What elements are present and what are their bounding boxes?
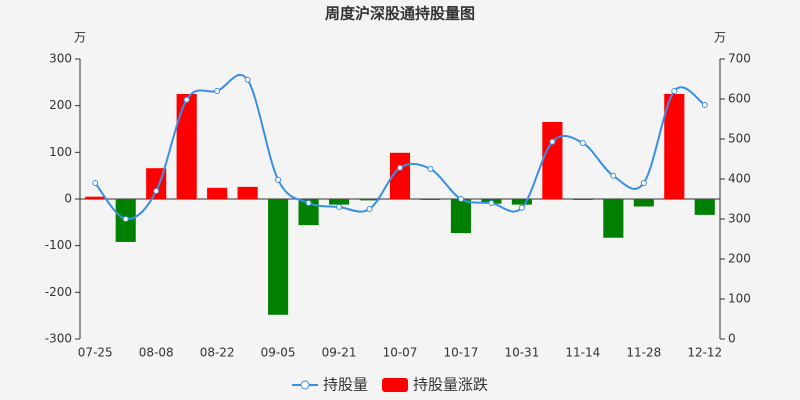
line-point (336, 204, 343, 210)
bar (268, 199, 289, 315)
y2-tick-label: 600 (728, 92, 751, 106)
line-point (427, 166, 434, 172)
y-tick-label: -300 (45, 332, 72, 346)
y2-tick-label: 400 (728, 172, 751, 186)
x-tick-label: 11-14 (565, 346, 600, 360)
chart-title: 周度沪深股通持股量图 (325, 5, 475, 23)
y2-tick-label: 0 (728, 332, 736, 346)
y2-tick-label: 300 (728, 212, 751, 226)
x-tick-label: 09-05 (261, 346, 296, 360)
line-point (397, 164, 403, 171)
x-tick-label: 10-31 (504, 346, 539, 360)
line-point (610, 172, 617, 179)
x-tick-label: 11-28 (626, 346, 661, 360)
bar (359, 199, 380, 201)
y-tick-label: -200 (45, 285, 72, 299)
bar (328, 199, 350, 205)
y2-tick-label: 200 (728, 252, 751, 266)
legend-swatch (300, 380, 310, 390)
line-point (244, 76, 251, 83)
bar (85, 196, 106, 199)
x-tick-label: 10-17 (444, 346, 479, 360)
y2-axis-label: 万 (714, 31, 726, 45)
line-point (275, 176, 282, 183)
line-point (183, 96, 190, 103)
bar (450, 199, 472, 234)
bar (511, 199, 532, 205)
y-tick-label: -100 (45, 238, 72, 252)
x-tick-label: 10-07 (383, 346, 418, 360)
line-point (122, 216, 129, 222)
line-point (214, 88, 221, 94)
bar (572, 199, 593, 200)
line-point (579, 140, 586, 146)
line-point (701, 102, 708, 108)
bar (603, 199, 624, 238)
bar (664, 94, 685, 199)
legend-swatch (382, 378, 409, 392)
line-point (518, 204, 525, 211)
legend-label: 持股量涨跌 (413, 376, 488, 394)
line-point (640, 180, 647, 186)
y2-tick-label: 700 (728, 52, 751, 66)
legend-label: 持股量 (323, 376, 368, 394)
line-point (671, 88, 678, 94)
x-tick-label: 08-22 (200, 346, 235, 360)
y-tick-label: 100 (49, 145, 72, 159)
line-point (92, 180, 99, 186)
bar (176, 94, 197, 199)
bar (237, 186, 258, 199)
y-tick-label: 0 (64, 192, 72, 206)
y-tick-label: 200 (49, 98, 72, 112)
line-point (549, 138, 556, 145)
bar (542, 122, 563, 199)
x-tick-label: 07-25 (78, 346, 113, 360)
x-tick-label: 12-12 (687, 346, 722, 360)
line-point (305, 200, 312, 206)
y-axis-label: 万 (74, 31, 86, 45)
line-point (153, 188, 160, 194)
bar (633, 199, 654, 207)
line-point (488, 200, 495, 206)
line-point (366, 206, 373, 212)
x-tick-label: 09-21 (322, 346, 357, 360)
x-tick-label: 08-08 (139, 346, 174, 360)
y-tick-label: 300 (49, 52, 72, 66)
y2-tick-label: 100 (728, 292, 751, 306)
bar (694, 199, 715, 215)
bar (420, 199, 441, 200)
bar (207, 187, 228, 199)
line-point (457, 196, 464, 202)
y2-tick-label: 500 (728, 132, 751, 146)
